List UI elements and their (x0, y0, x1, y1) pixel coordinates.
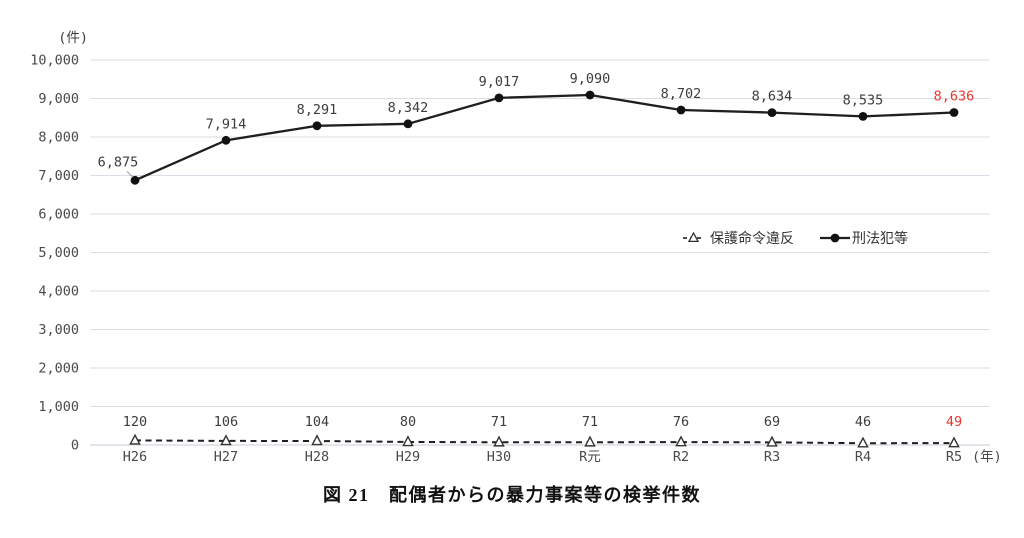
y-tick-label: 7,000 (38, 168, 79, 184)
legend-filled-circle-icon (830, 233, 840, 243)
x-tick-label: R4 (855, 449, 871, 465)
filled-circle-marker (403, 119, 413, 129)
chart-caption: 図 21 配偶者からの暴力事案等の検挙件数 (323, 485, 701, 505)
x-axis-unit-label: (年) (972, 449, 1002, 465)
value-label: 7,914 (206, 116, 247, 132)
value-label: 71 (491, 414, 507, 430)
x-tick-label: R2 (673, 449, 689, 465)
series-solid (130, 90, 959, 185)
legend-item-dashed: 保護命令違反 (683, 230, 794, 246)
x-tick-label: R5 (946, 449, 962, 465)
legend-open-triangle-icon (687, 231, 700, 243)
value-label: 9,090 (570, 71, 611, 87)
legend-label-dashed: 保護命令違反 (710, 230, 794, 246)
open-triangle-marker (584, 435, 596, 447)
series-dashed-value-labels: 120 106 104 80 71 71 76 69 46 49 (123, 414, 962, 430)
value-label: 9,017 (479, 74, 520, 90)
value-label: 6,875 (98, 154, 139, 170)
x-tick-label: H28 (305, 449, 329, 465)
y-tick-label: 6,000 (38, 207, 79, 223)
x-tick-label: H27 (214, 449, 238, 465)
filled-circle-marker (494, 93, 504, 103)
y-tick-label: 3,000 (38, 322, 79, 338)
open-triangle-marker (675, 435, 687, 447)
y-tick-label: 4,000 (38, 284, 79, 300)
series-dashed-line (134, 439, 955, 445)
y-axis-tick-labels: 0 1,000 2,000 3,000 4,000 5,000 6,000 7,000 8,00… (30, 53, 79, 454)
value-label: 106 (214, 414, 238, 430)
y-tick-label: 0 (71, 438, 79, 454)
legend: 保護命令違反 刑法犯等 (683, 230, 908, 246)
open-triangle-marker (220, 434, 232, 446)
value-label: 8,291 (297, 102, 338, 118)
y-tick-label: 5,000 (38, 245, 79, 261)
filled-circle-marker (130, 175, 140, 185)
value-label: 8,634 (752, 89, 793, 105)
open-triangle-marker (402, 435, 414, 447)
x-axis-tick-labels: H26 H27 H28 H29 H30 R元 R2 R3 R4 R5 (年) (123, 449, 1002, 465)
y-axis-unit-label: (件) (58, 30, 88, 46)
open-triangle-marker (311, 434, 323, 446)
y-tick-label: 1,000 (38, 399, 79, 415)
value-label: 46 (855, 414, 871, 430)
value-label: 69 (764, 414, 780, 430)
series-solid-line (134, 93, 955, 182)
value-label: 76 (673, 414, 689, 430)
filled-circle-marker (585, 90, 595, 100)
filled-circle-marker (676, 105, 686, 115)
value-label: 120 (123, 414, 147, 430)
value-label: 8,636 (934, 89, 975, 105)
y-tick-label: 9,000 (38, 91, 79, 107)
legend-item-solid: 刑法犯等 (820, 230, 908, 246)
filled-circle-marker (312, 121, 322, 131)
y-tick-label: 2,000 (38, 361, 79, 377)
x-tick-label: H30 (487, 449, 511, 465)
x-tick-label: H29 (396, 449, 420, 465)
open-triangle-marker (493, 435, 505, 447)
label-leader-line (126, 170, 134, 178)
filled-circle-marker (767, 108, 777, 117)
value-label: 8,535 (843, 92, 884, 108)
y-tick-label: 8,000 (38, 130, 79, 146)
value-label: 71 (582, 414, 598, 430)
open-triangle-marker (129, 433, 141, 445)
x-tick-label: H26 (123, 449, 147, 465)
open-triangle-marker (857, 436, 869, 448)
series-solid-value-labels: 6,875 7,914 8,291 8,342 9,017 9,090 8,702 8,634… (98, 71, 975, 178)
y-tick-label: 10,000 (30, 53, 79, 69)
chart-canvas: 0 1,000 2,000 3,000 4,000 5,000 6,000 7,000 8,00… (30, 30, 1002, 465)
series-dashed (129, 433, 960, 448)
value-label: 8,702 (661, 86, 702, 102)
x-tick-label: R3 (764, 449, 780, 465)
filled-circle-marker (949, 108, 959, 117)
value-label: 104 (305, 414, 329, 430)
x-tick-label: R元 (579, 449, 601, 465)
grid-lines (90, 59, 990, 446)
legend-label-solid: 刑法犯等 (852, 230, 908, 246)
filled-circle-marker (221, 135, 231, 145)
filled-circle-marker (858, 112, 868, 121)
value-label: 80 (400, 414, 416, 430)
open-triangle-marker (948, 436, 960, 448)
open-triangle-marker (766, 435, 778, 447)
value-label: 8,342 (388, 100, 429, 116)
value-label: 49 (946, 414, 962, 430)
